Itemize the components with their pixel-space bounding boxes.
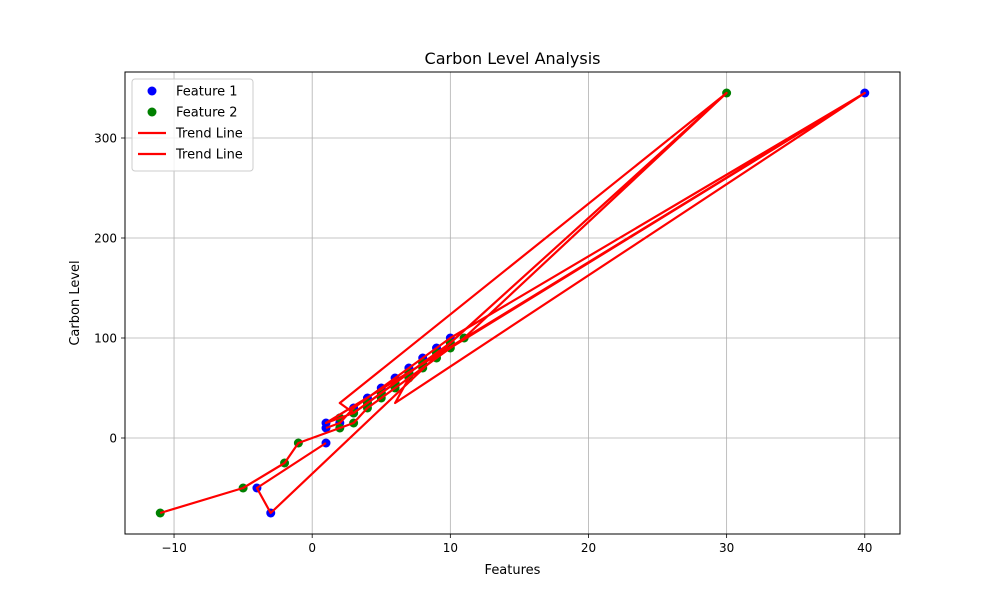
plot-series [155, 88, 870, 518]
y-tick-label: 100 [94, 332, 117, 346]
trend-line [159, 91, 728, 515]
legend-box [131, 78, 254, 172]
x-tick-label: 10 [443, 541, 458, 555]
x-tick-label: 40 [857, 541, 872, 555]
y-tick-label: 300 [94, 132, 117, 146]
axis-ticks: −10 0 10 20 30 40 0 100 200 300 [94, 132, 872, 556]
legend-label: Feature 1 [176, 85, 238, 100]
legend-marker [147, 86, 157, 96]
x-axis-label: Features [485, 563, 541, 578]
legend-label: Trend Line [175, 127, 243, 142]
x-tick-label: 30 [719, 541, 734, 555]
legend-label: Feature 2 [176, 106, 238, 121]
x-tick-label: 20 [581, 541, 596, 555]
grid [125, 72, 900, 534]
y-axis-label: Carbon Level [68, 260, 83, 345]
legend-marker [147, 107, 157, 117]
y-tick-label: 200 [94, 232, 117, 246]
legend-label: Trend Line [175, 148, 243, 163]
y-tick-label: 0 [109, 432, 117, 446]
x-tick-label: 0 [308, 541, 316, 555]
plot-frame [124, 71, 901, 535]
series-trend-line [159, 91, 728, 515]
legend: Feature 1 Feature 2 Trend Line Trend Line [131, 78, 254, 172]
chart-title: Carbon Level Analysis [425, 49, 601, 68]
x-tick-label: −10 [161, 541, 186, 555]
